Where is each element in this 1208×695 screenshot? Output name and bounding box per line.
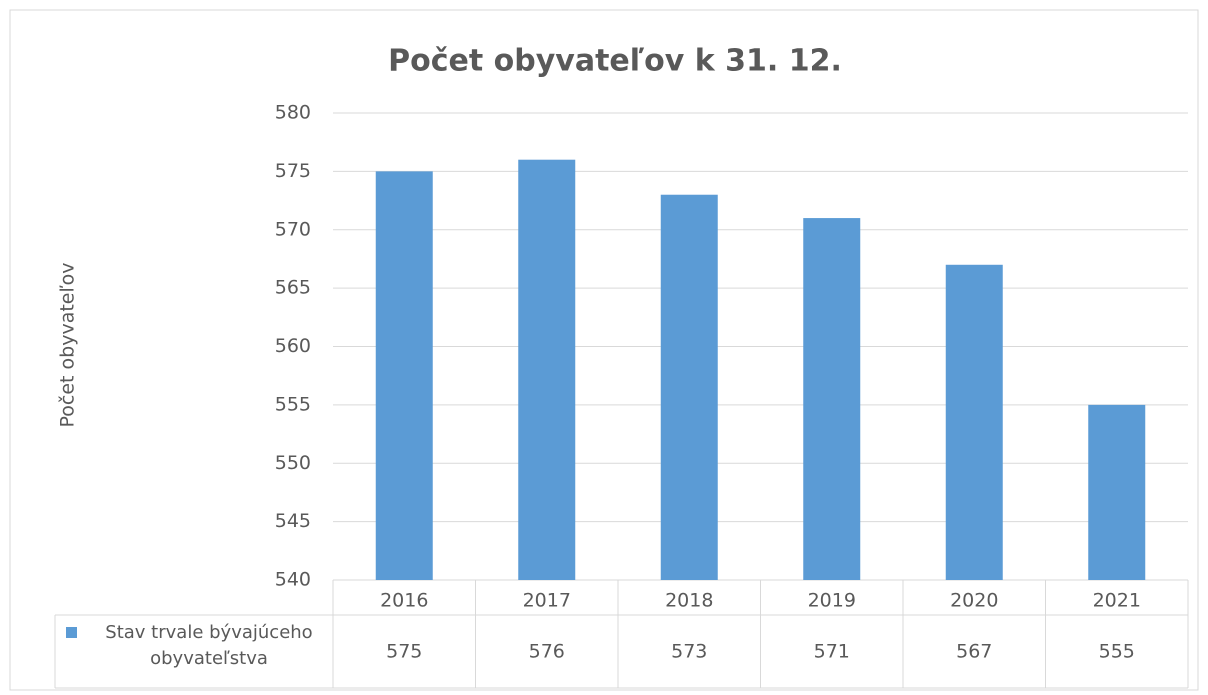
table-value: 555 [1099,641,1135,663]
table-value: 576 [529,641,565,663]
chart-border [9,9,1199,691]
table-value: 567 [956,641,992,663]
x-tick-label: 2020 [950,590,998,612]
x-tick-label: 2018 [665,590,713,612]
bar [518,159,576,580]
table-value: 575 [386,641,422,663]
legend-key [66,627,77,638]
y-tick-label: 550 [275,452,311,474]
y-tick-label: 555 [275,393,311,415]
y-tick-label: 545 [275,510,311,532]
y-tick-label: 560 [275,335,311,357]
y-tick-label: 575 [275,160,311,182]
y-tick-label: 540 [275,569,311,591]
x-tick-label: 2017 [523,590,571,612]
bar [1088,404,1146,580]
y-tick-label: 565 [275,277,311,299]
legend-label: Stav trvale bývajúceho obyvateľstva [105,622,313,669]
y-axis-label: Počet obyvateľov [57,263,79,428]
bar [660,194,718,580]
bar [375,171,433,580]
table-value: 571 [814,641,850,663]
table-value: 573 [671,641,707,663]
chart-title: Počet obyvateľov k 31. 12. [388,44,842,79]
y-tick-label: 570 [275,218,311,240]
x-tick-label: 2016 [380,590,428,612]
x-tick-label: 2019 [808,590,856,612]
bar [945,264,1003,580]
x-tick-label: 2021 [1093,590,1141,612]
y-tick-label: 580 [275,102,311,124]
bar [803,218,861,580]
